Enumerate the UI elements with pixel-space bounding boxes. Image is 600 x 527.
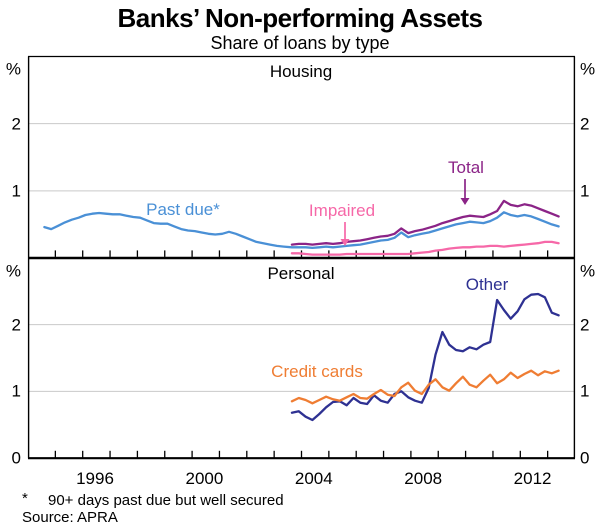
series-line-total [290, 199, 560, 246]
y-axis-label: 0 [580, 448, 590, 468]
series-line-impaired [290, 240, 560, 256]
chart-subtitle: Share of loans by type [210, 33, 390, 53]
y-axis-label: 0 [11, 448, 21, 468]
panel-title-housing: Housing [269, 62, 333, 81]
x-axis-label: 2012 [513, 469, 552, 488]
series-label-credit-cards: Credit cards [271, 362, 363, 381]
y-axis-label: % [580, 59, 596, 79]
footnote-text: 90+ days past due but well secured [48, 492, 284, 509]
x-axis-label: 2000 [185, 469, 224, 488]
annotation-arrowhead-impaired [340, 239, 350, 246]
y-axis-label: 2 [11, 114, 21, 134]
y-axis-label: 1 [11, 181, 21, 201]
x-axis-label: 1996 [76, 469, 114, 488]
y-axis-label: % [580, 261, 596, 280]
chart-title: Banks’ Non-performing Assets [117, 3, 483, 33]
x-axis-label: 2008 [404, 469, 443, 488]
y-axis-label: 2 [11, 315, 21, 335]
y-axis-label: 2 [580, 315, 590, 335]
series-label-impaired: Impaired [308, 201, 376, 220]
series-label-other: Other [465, 275, 509, 294]
series-line-other [290, 292, 560, 422]
panel-title-personal: Personal [267, 264, 335, 283]
y-axis-label: 1 [580, 381, 590, 401]
series-line-credit-cards [290, 369, 560, 405]
source-note: Source: APRA [22, 509, 118, 526]
y-axis-label: 1 [580, 181, 590, 201]
series-line-past-due [43, 211, 560, 250]
y-axis-label: 1 [11, 381, 21, 401]
x-axis-label: 2004 [294, 469, 333, 488]
series-label-total: Total [448, 158, 484, 177]
y-axis-label: % [5, 261, 21, 280]
y-axis-label: 2 [580, 114, 590, 134]
y-axis-label: % [5, 59, 21, 79]
footnote-marker: * [22, 490, 28, 507]
series-label-past-due: Past due* [146, 200, 220, 219]
annotation-arrowhead-total [460, 198, 470, 205]
